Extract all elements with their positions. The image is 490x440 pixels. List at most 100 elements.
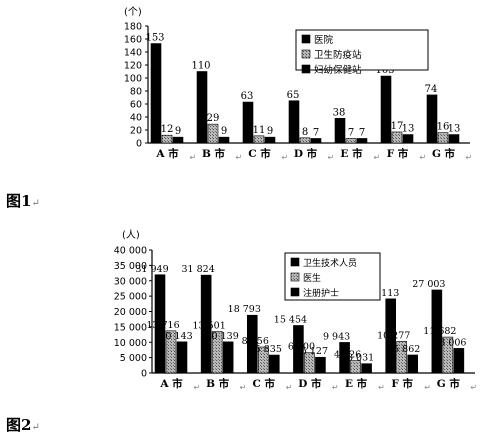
- chart2-bar-1: [246, 314, 258, 374]
- chart2-bar-3: [453, 348, 465, 374]
- chart1-bar-3: [218, 136, 230, 144]
- chart1-bar-2: [391, 131, 403, 144]
- chart2-y-tick-label: 0: [141, 369, 147, 380]
- chart1-data-label: 65: [287, 90, 300, 101]
- chart2-bar-3: [222, 341, 234, 374]
- chart1-data-label: 9: [221, 126, 227, 137]
- chart1-legend-label: 妇幼保健站: [314, 64, 362, 76]
- chart1-data-label: 13: [448, 124, 461, 135]
- chart2-data-label: 8 456: [242, 336, 269, 347]
- chart2-data-label: 5 862: [393, 344, 420, 355]
- chart2-data-label: 13 716: [146, 320, 179, 331]
- chart2-return-mark: ↵: [378, 383, 385, 392]
- chart2-data-label: 8 006: [439, 337, 466, 348]
- chart1-data-label: 29: [207, 113, 220, 124]
- chart1-data-label: 63: [241, 91, 254, 102]
- chart2-bar-3: [176, 341, 188, 374]
- chart2-return-mark: ↵: [424, 383, 431, 392]
- chart2-data-label: 9 943: [323, 331, 350, 342]
- chart1-data-label: 12: [161, 124, 174, 135]
- chart1-bar-3: [402, 134, 414, 144]
- chart2-legend-label: 医生: [303, 272, 321, 284]
- chart1-data-label: 9: [267, 126, 273, 137]
- chart2-y-tick-label: 10 000: [114, 338, 147, 349]
- chart2-bar-2: [442, 336, 454, 374]
- chart1-y-tick-label: 140: [124, 48, 142, 59]
- chart2-legend-swatch: [290, 257, 300, 267]
- chart1-bar-2: [345, 138, 357, 144]
- return-mark: ↵: [31, 198, 40, 209]
- chart1-data-label: 103: [375, 65, 394, 76]
- chart1-y-axis-label: (个): [124, 6, 142, 18]
- chart2-data-label: 5 835: [255, 344, 282, 355]
- chart1-category-label: E 市: [340, 147, 363, 160]
- chart1-bar-1: [242, 101, 254, 144]
- chart2-bar-3: [361, 363, 372, 374]
- chart1-legend-swatch: [301, 34, 311, 44]
- chart2-y-tick-label: 25 000: [114, 292, 147, 303]
- chart1-category-label: G 市: [432, 147, 456, 160]
- chart1-data-label: 16: [437, 122, 450, 133]
- figure1-label: 图1↵: [6, 190, 40, 211]
- figure2-label-text: 图2: [6, 416, 32, 434]
- chart2-data-label: 10 139: [206, 331, 239, 342]
- chart1-bar-1: [334, 118, 346, 144]
- chart1-data-label: 7: [348, 127, 354, 138]
- chart1-legend-label: 卫生防疫站: [314, 49, 362, 61]
- chart1-category-label: B 市: [202, 147, 226, 160]
- chart1-bar-2: [437, 132, 449, 144]
- chart2-bar-2: [257, 346, 269, 374]
- chart1-data-label: 7: [313, 127, 319, 138]
- chart1-category-label: D 市: [294, 147, 318, 160]
- chart2-legend-swatch: [290, 287, 300, 297]
- chart2-bar-1: [339, 342, 350, 374]
- chart1-bar-1: [196, 71, 208, 144]
- chart2-y-tick-label: 30 000: [114, 276, 147, 287]
- chart2-category-label: F 市: [391, 377, 413, 390]
- chart2-y-tick-label: 5 000: [120, 353, 147, 364]
- chart1-return-mark: ↵: [420, 153, 427, 162]
- chart2-data-label: 5 127: [301, 346, 328, 357]
- chart1-return-mark: ↵: [282, 153, 289, 162]
- chart1-data-label: 7: [359, 127, 365, 138]
- chart1-data-label: 110: [191, 61, 210, 72]
- chart1-category-label: F 市: [387, 147, 409, 160]
- chart1-y-tick-label: 100: [124, 74, 142, 85]
- chart1-return-mark: ↵: [466, 153, 473, 162]
- chart1-return-mark: ↵: [374, 153, 381, 162]
- return-mark: ↵: [31, 422, 40, 433]
- chart2-legend-label: 卫生技术人员: [303, 257, 357, 269]
- chart2-bar-2: [211, 331, 223, 374]
- chart2-category-label: D 市: [298, 377, 322, 390]
- chart1-category-label: A 市: [155, 147, 179, 160]
- chart1-data-label: 13: [402, 124, 415, 135]
- chart2-return-mark: ↵: [240, 383, 247, 392]
- chart2-data-label: 27 003: [412, 279, 445, 290]
- chart1-legend-swatch: [301, 49, 311, 59]
- chart1-data-label: 11: [253, 125, 266, 136]
- figure1-label-text: 图1: [6, 192, 32, 210]
- chart1-return-mark: ↵: [328, 153, 335, 162]
- chart1-y-tick-label: 20: [130, 126, 142, 137]
- chart2-bar-3: [315, 356, 326, 374]
- chart1-y-tick-label: 180: [124, 22, 142, 33]
- chart1-bar-3: [172, 136, 184, 144]
- chart2-bar-1: [385, 298, 397, 374]
- chart1-bar-2: [253, 135, 265, 144]
- chart2-category-label: G 市: [437, 377, 461, 390]
- chart2-data-label: 24 113: [366, 288, 399, 299]
- chart2-bar-2: [350, 360, 361, 374]
- chart2-bar-1: [200, 274, 212, 374]
- chart2-bar-2: [304, 352, 315, 374]
- chart1-category-label: C 市: [248, 147, 271, 160]
- chart2-bar-2: [396, 341, 408, 374]
- chart2-bar-1: [293, 325, 304, 374]
- chart2-data-label: 10 143: [159, 331, 192, 342]
- chart1-bar-3: [264, 136, 276, 144]
- chart2-y-tick-label: 40 000: [114, 246, 147, 257]
- chart2-bar-1: [431, 289, 443, 374]
- chart1-data-label: 8: [302, 127, 308, 138]
- chart2-return-mark: ↵: [332, 383, 339, 392]
- chart1-legend-label: 医院: [314, 34, 334, 46]
- chart2-return-mark: ↵: [470, 383, 477, 392]
